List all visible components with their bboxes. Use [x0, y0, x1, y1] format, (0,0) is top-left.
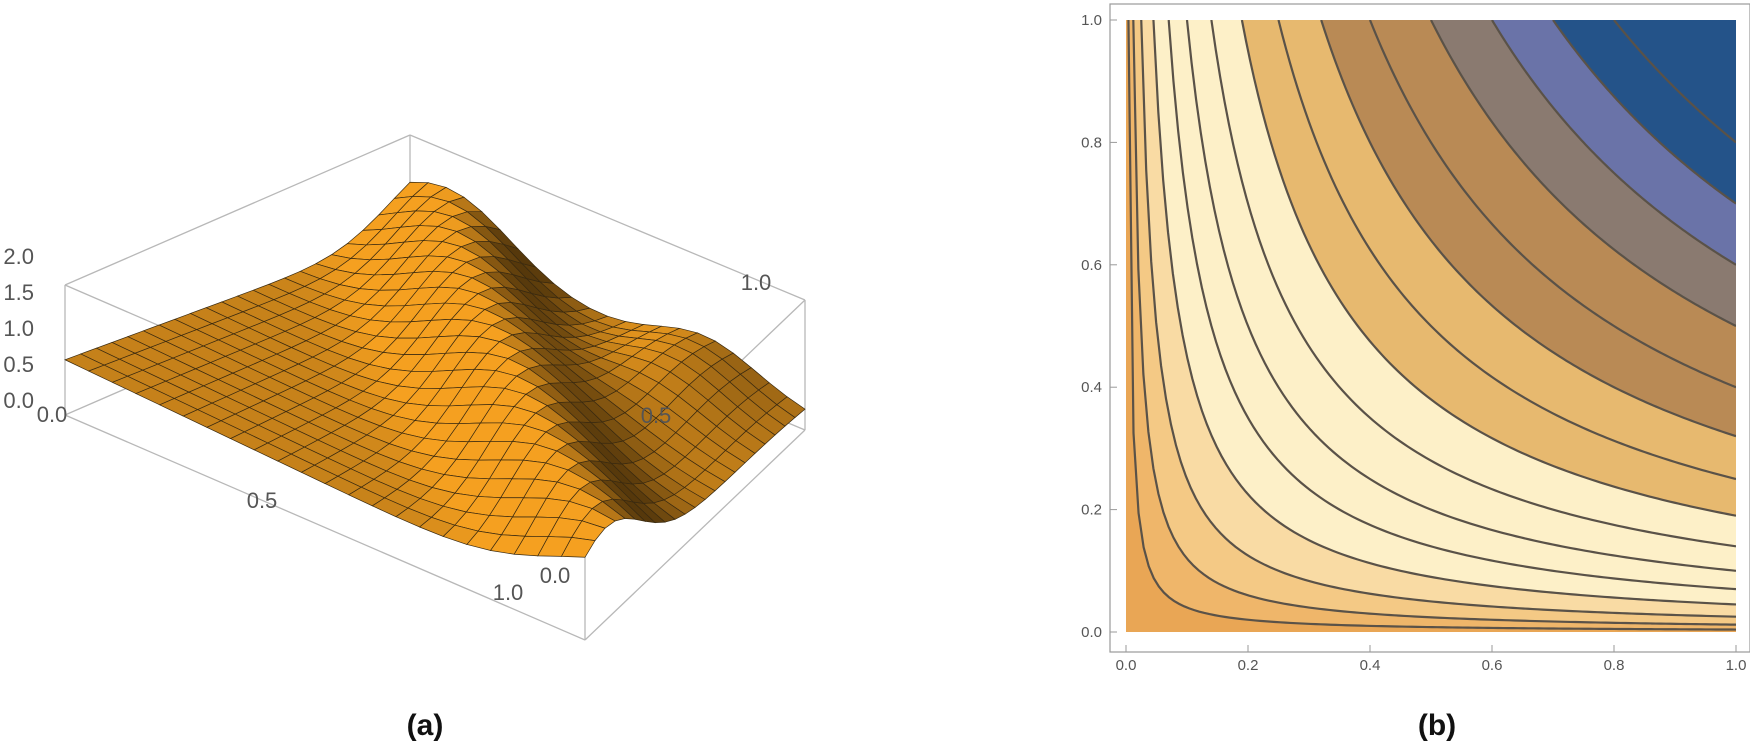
x-tick-label: 1.0	[493, 580, 524, 605]
panel-label-a: (a)	[407, 709, 444, 742]
x-tick-label: 0.4	[1360, 657, 1381, 674]
contour-line	[1613, 20, 1736, 144]
x-tick-label: 0.0	[37, 402, 68, 427]
contour-line	[1277, 20, 1736, 481]
y-tick-label: 1.0	[741, 270, 772, 295]
contour-line	[1127, 20, 1736, 631]
x-tick-label: 0.6	[1482, 657, 1503, 674]
contour-line	[1140, 20, 1736, 618]
contour-line	[1320, 20, 1736, 438]
contour-line	[1368, 20, 1736, 389]
y-tick-label: 0.0	[1081, 624, 1102, 641]
axis-ticks-2d: 0.0 0.2 0.4 0.6 0.8 1.0 0.0 0.2 0.4 0.6 0.8 1.0	[1081, 12, 1746, 674]
box-edge	[64, 134, 411, 286]
contour-line	[1552, 20, 1736, 205]
contour-line	[1167, 20, 1736, 591]
contour-line	[1491, 20, 1736, 266]
y-tick-label: 0.2	[1081, 502, 1102, 519]
y-tick-label: 0.0	[540, 563, 571, 588]
x-tick-label: 1.0	[1726, 657, 1747, 674]
z-tick-label: 2.0	[3, 244, 34, 269]
contour-line	[1430, 20, 1736, 327]
contour-line	[1210, 20, 1736, 548]
contour-line	[1152, 20, 1736, 606]
x-tick-label: 0.8	[1604, 657, 1625, 674]
box-edge	[409, 134, 806, 301]
axis-ticks-3d: 0.00.51.01.52.00.00.51.00.00.51.0	[3, 244, 771, 605]
y-tick-label: 0.5	[641, 403, 672, 428]
y-tick-label: 0.8	[1081, 134, 1102, 151]
z-tick-label: 1.0	[3, 316, 34, 341]
plot-frame	[1109, 3, 1750, 653]
panel-label-b: (b)	[1418, 709, 1456, 742]
surface-plot-panel: 0.00.51.01.52.00.00.51.00.00.51.0 (a)	[3, 134, 806, 742]
contour-line	[1240, 20, 1736, 517]
contour-lines	[1127, 20, 1736, 631]
x-tick-label: 0.5	[247, 488, 278, 513]
z-tick-label: 1.5	[3, 280, 34, 305]
x-tick-label: 0.2	[1238, 657, 1259, 674]
surface-mesh	[64, 181, 806, 558]
y-tick-label: 0.6	[1081, 257, 1102, 274]
z-tick-label: 0.5	[3, 352, 34, 377]
box-edge	[64, 414, 586, 641]
contour-plot-panel: 0.0 0.2 0.4 0.6 0.8 1.0 0.0 0.2 0.4 0.6 0.8 1.0 (b)	[1081, 3, 1750, 742]
contour-fills	[1126, 20, 1736, 632]
box-edge	[584, 429, 806, 641]
surface-patch	[64, 353, 105, 372]
y-tick-label: 0.4	[1081, 379, 1102, 396]
contour-line	[1132, 20, 1736, 626]
y-tick-label: 1.0	[1081, 12, 1102, 29]
contour-line	[1185, 20, 1736, 572]
contour-band	[1614, 20, 1736, 143]
x-tick-label: 0.0	[1116, 657, 1137, 674]
z-tick-label: 0.0	[3, 388, 34, 413]
